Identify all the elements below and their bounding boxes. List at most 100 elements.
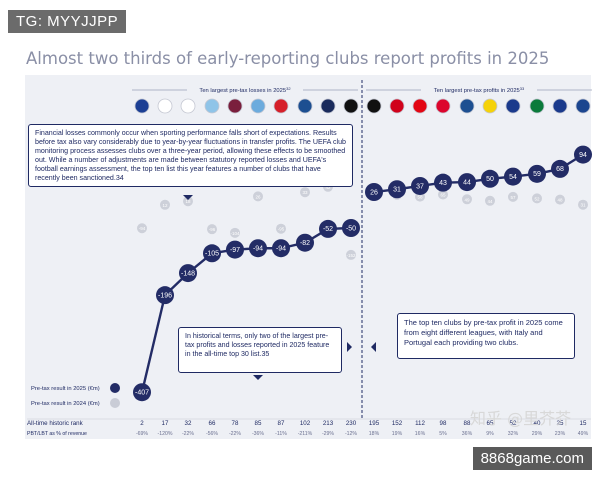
losses-callout: Financial losses commonly occur when spo… [28,124,353,187]
revenue-percent-cell: 49% [578,431,589,437]
marker-2025 [481,169,499,188]
crystal-palace-crest-icon [575,98,591,114]
value-label-2025: 50 [486,176,494,183]
marseille-crest-icon [204,98,220,114]
value-label-2025: -52 [323,226,333,233]
value-label-2024: 18 [185,199,191,204]
historic-rank-cell: 78 [232,420,239,427]
marker-2024 [438,189,448,200]
revenue-percent-cell: -211% [298,431,313,437]
value-label-2025: -97 [230,247,240,254]
marker-2024 [300,187,310,198]
revenue-percent-cell: 18% [369,431,380,437]
tottenham-crest-icon [180,98,196,114]
marker-2024 [578,199,588,210]
marker-2025 [249,239,267,258]
marker-2025 [458,173,476,192]
marker-2025 [434,173,452,192]
marker-2025 [203,244,221,263]
historic-rank-cell: 230 [346,420,357,427]
historic-callout-text: In historical terms, only two of the lar… [185,332,330,358]
historic-rank-cell: 87 [278,420,285,427]
atalanta-crest-icon [552,98,568,114]
value-label-2024: 33 [302,190,308,195]
revenue-percent-cell: -36% [252,431,264,437]
marker-2024 [555,194,565,205]
historic-rank-cell: 102 [300,420,311,427]
profits-group-header-note: 33 [520,86,525,91]
chelsea-crest-icon [134,98,150,114]
revenue-percent-cell: 5% [439,431,447,437]
value-label-2024: 52 [534,196,540,201]
chart-title: Almost two thirds of early-reporting clu… [26,49,550,68]
historic-rank-cell: 112 [415,420,425,427]
value-label-2024: -94 [139,226,146,231]
table-row-label: All-time historic rank [27,420,84,427]
lyon-crest-icon [157,98,173,114]
value-label-2025: 94 [579,152,587,159]
historic-rank-cell: 52 [510,420,517,427]
revenue-percent-cell: 36% [462,431,473,437]
marker-2025 [365,183,383,201]
historic-rank-cell: 88 [464,420,471,427]
revenue-percent-cell: 32% [508,431,519,437]
marker-2024 [230,227,240,238]
callout-pointer-right [347,342,352,352]
losses-group-header-label: Ten largest pre-tax losses in 202532 [199,86,291,94]
celtic-crest-icon [529,98,545,114]
historic-rank-cell: 2 [140,420,144,427]
source-tag: TG: MYYJJPP [8,10,127,33]
value-label-2024: 57 [510,195,516,200]
historic-rank-cell: 15 [580,420,587,427]
loss-connector-line [140,294,167,393]
juventus-crest-icon [343,98,359,114]
revenue-percent-cell: -22% [182,431,194,437]
value-label-2024: 65 [440,193,446,198]
value-label-2024: 49 [464,197,470,202]
marker-2025 [156,286,174,305]
value-label-2024: 31 [580,203,586,208]
value-label-2025: -94 [253,246,263,253]
marker-2025 [574,145,592,164]
historic-rank-cell: 195 [369,420,380,427]
porto-crest-icon [297,98,313,114]
revenue-percent-cell: 16% [415,431,426,437]
value-label-2025: 31 [393,187,401,194]
historic-rank-cell: 40 [534,420,541,427]
revenue-percent-cell: -56% [206,431,218,437]
marker-2025 [504,167,522,186]
marker-2024 [532,193,542,204]
site-tag: 8868game.com [472,447,592,470]
revenue-percent-cell: 19% [392,431,403,437]
marker-2024 [160,199,170,210]
marker-2025 [133,383,151,402]
marker-2024 [346,249,356,260]
marker-2024 [485,195,495,206]
legend-swatch-2024 [110,398,120,408]
value-label-2024: 58 [417,195,423,200]
value-label-2025: -82 [300,240,310,247]
value-label-2025: -50 [346,225,356,232]
value-label-2024: -104 [230,231,240,236]
callout-pointer-down-2 [253,375,263,380]
legend-label-2024: Pre-tax result in 2024 (€m) [31,401,100,407]
marker-2024 [183,196,193,207]
marker-2024 [137,223,147,234]
historic-rank-cell: 66 [209,420,216,427]
profits-callout-text: The top ten clubs by pre-tax profit in 2… [404,318,563,347]
porto-crest-icon [459,98,475,114]
marker-2025 [319,219,337,238]
inter-crest-icon [505,98,521,114]
manchester-city-crest-icon [250,98,266,114]
marker-2024 [508,191,518,202]
value-label-2025: 37 [416,183,424,190]
historic-rank-cell: 65 [487,420,494,427]
profits-callout: The top ten clubs by pre-tax profit in 2… [397,313,575,359]
historic-rank-cell: 85 [255,420,262,427]
revenue-percent-cell: 29% [532,431,543,437]
historic-rank-cell: 98 [440,420,447,427]
losses-callout-text: Financial losses commonly occur when spo… [35,129,346,182]
revenue-percent-cell: -29% [322,431,334,437]
value-label-2025: 44 [463,179,471,186]
value-label-2025: 43 [439,180,447,187]
